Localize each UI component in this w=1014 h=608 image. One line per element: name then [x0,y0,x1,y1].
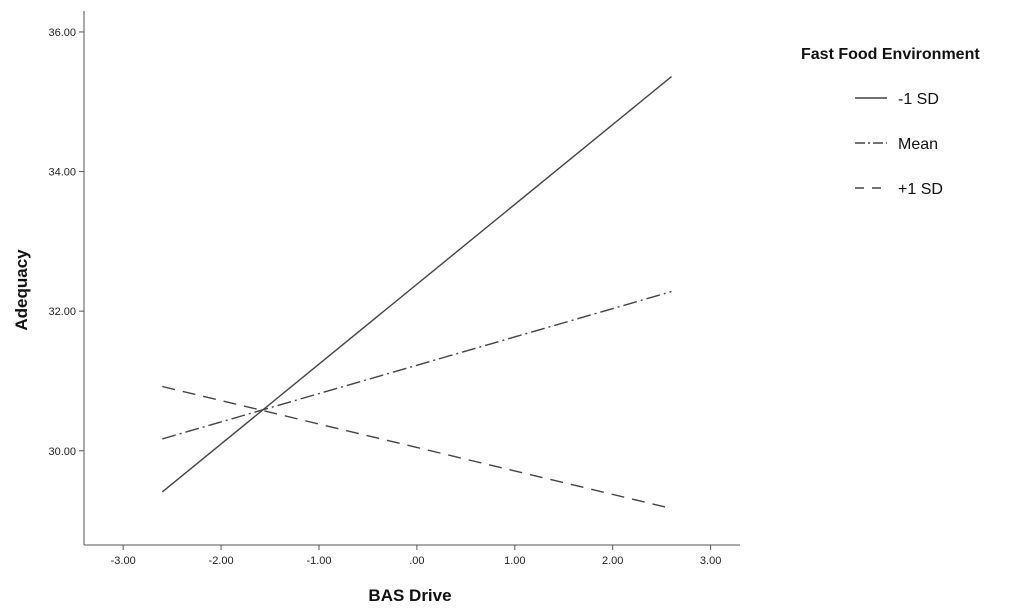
x-ticks: -3.00 -2.00 -1.00 .00 1.00 2.00 3.00 [111,545,721,567]
legend-title: Fast Food Environment [801,46,980,63]
legend-items: -1 SD Mean +1 SD [855,91,943,198]
x-tick-label: -2.00 [209,555,234,567]
x-tick-label: 1.00 [504,555,525,567]
y-tick-label: 34.00 [48,167,76,179]
y-axis-title: Adequacy [12,249,31,331]
series-lines [161,76,672,508]
series-line-3 [162,385,667,508]
x-tick-label: 3.00 [700,555,721,567]
x-axis-title: BAS Drive [368,586,451,605]
x-tick-label: 2.00 [602,555,623,567]
y-tick-label: 36.00 [48,27,76,39]
legend-label-3: +1 SD [898,181,943,198]
y-tick-label: 30.00 [48,446,76,458]
legend: Fast Food Environment -1 SD Mean +1 SD [801,46,980,198]
x-tick-label: -3.00 [111,555,136,567]
axes [83,11,740,546]
series-line-2 [162,290,672,440]
legend-label-1: -1 SD [898,91,939,108]
legend-label-2: Mean [898,136,938,153]
series-line-1 [161,76,672,493]
x-tick-label: -1.00 [306,555,331,567]
y-ticks: 30.00 32.00 34.00 36.00 [48,27,84,458]
x-tick-label: .00 [409,555,424,567]
y-tick-label: 32.00 [48,306,76,318]
